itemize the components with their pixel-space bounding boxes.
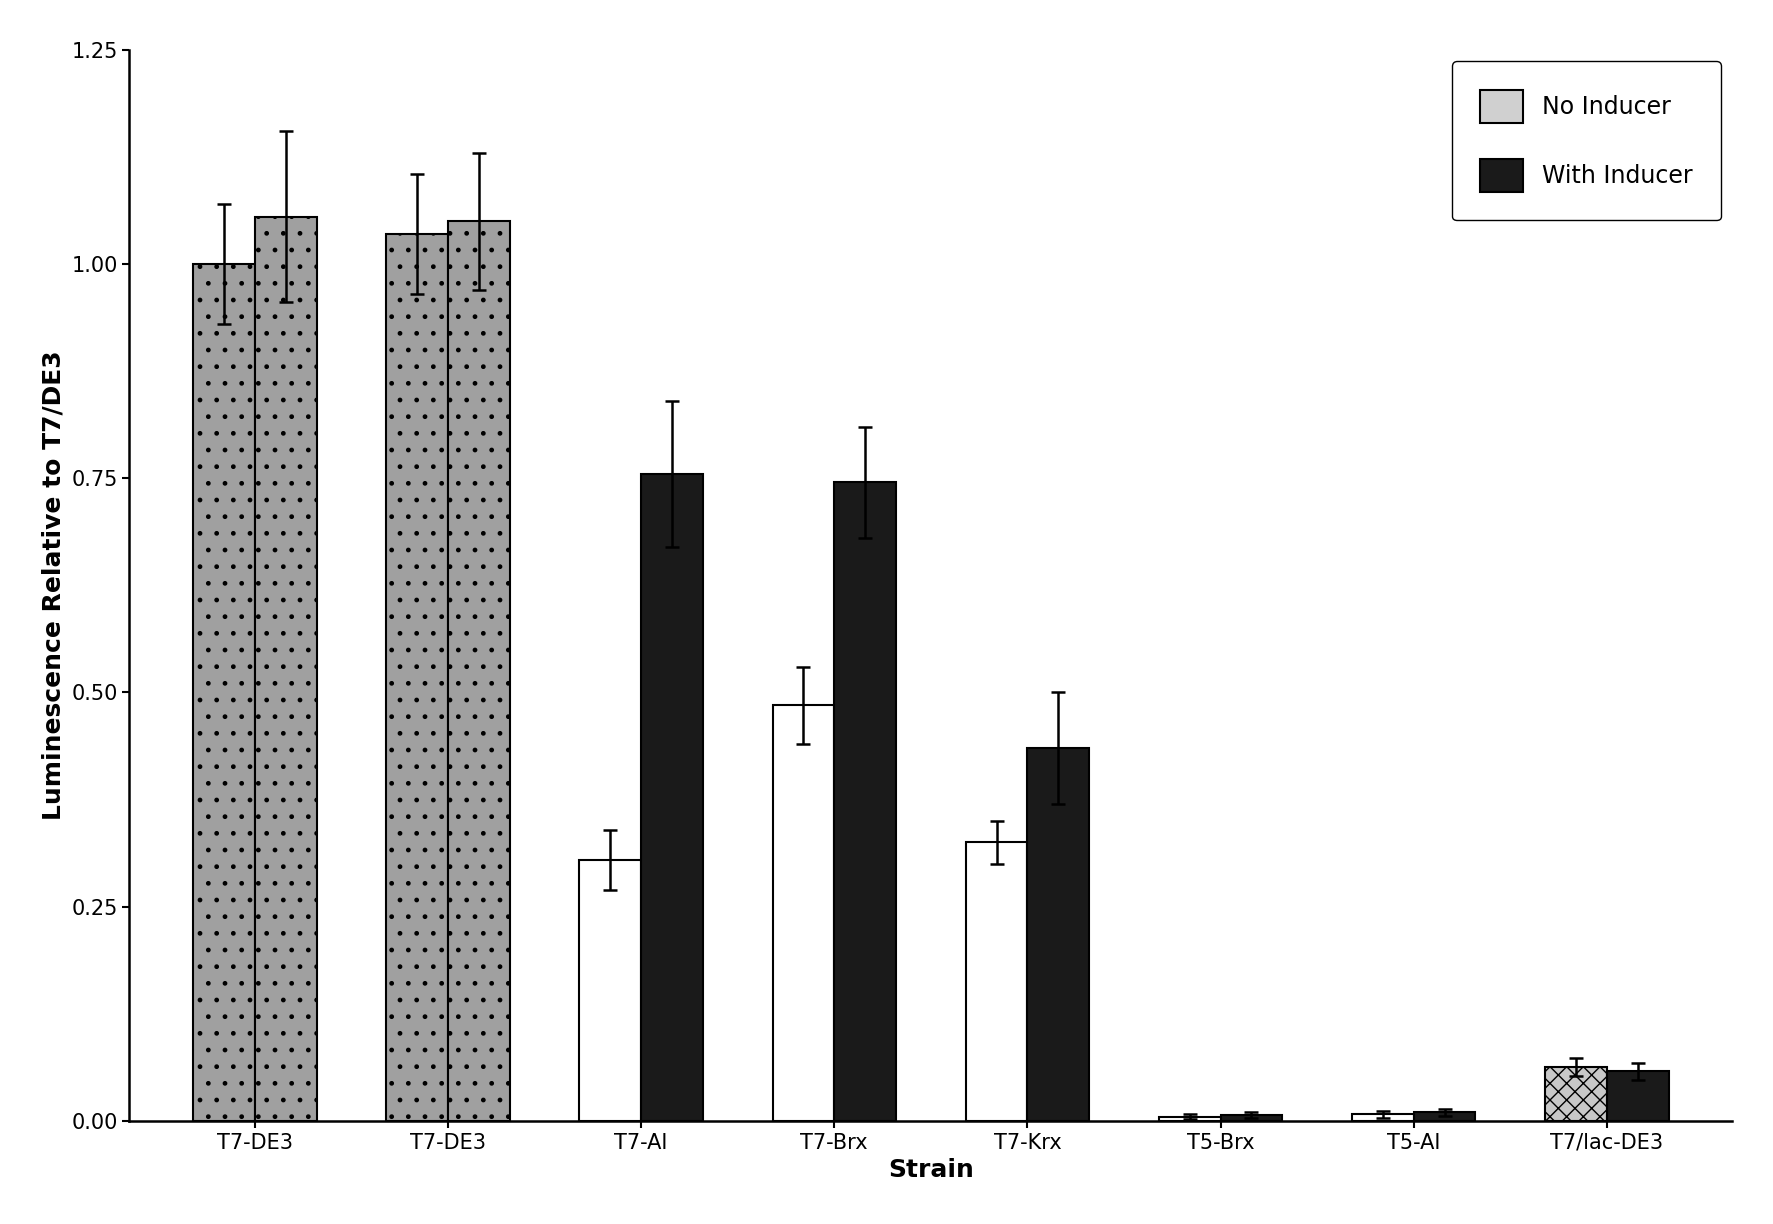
Bar xyxy=(1220,1115,1282,1121)
Bar xyxy=(1158,1116,1220,1121)
Bar xyxy=(1544,1067,1606,1121)
Bar xyxy=(449,222,509,1121)
Bar xyxy=(1351,1114,1413,1121)
Bar xyxy=(771,705,833,1121)
Bar xyxy=(640,474,702,1121)
Y-axis label: Luminescence Relative to T7/DE3: Luminescence Relative to T7/DE3 xyxy=(41,350,66,820)
Bar xyxy=(193,264,255,1121)
Bar xyxy=(833,482,895,1121)
Bar xyxy=(1413,1113,1475,1121)
Bar xyxy=(1027,748,1089,1121)
Bar xyxy=(387,234,449,1121)
Bar xyxy=(965,842,1027,1121)
Bar xyxy=(255,217,317,1121)
Bar xyxy=(1606,1071,1668,1121)
Legend: No Inducer, With Inducer: No Inducer, With Inducer xyxy=(1450,61,1720,220)
Bar xyxy=(580,859,640,1121)
X-axis label: Strain: Strain xyxy=(888,1158,973,1182)
